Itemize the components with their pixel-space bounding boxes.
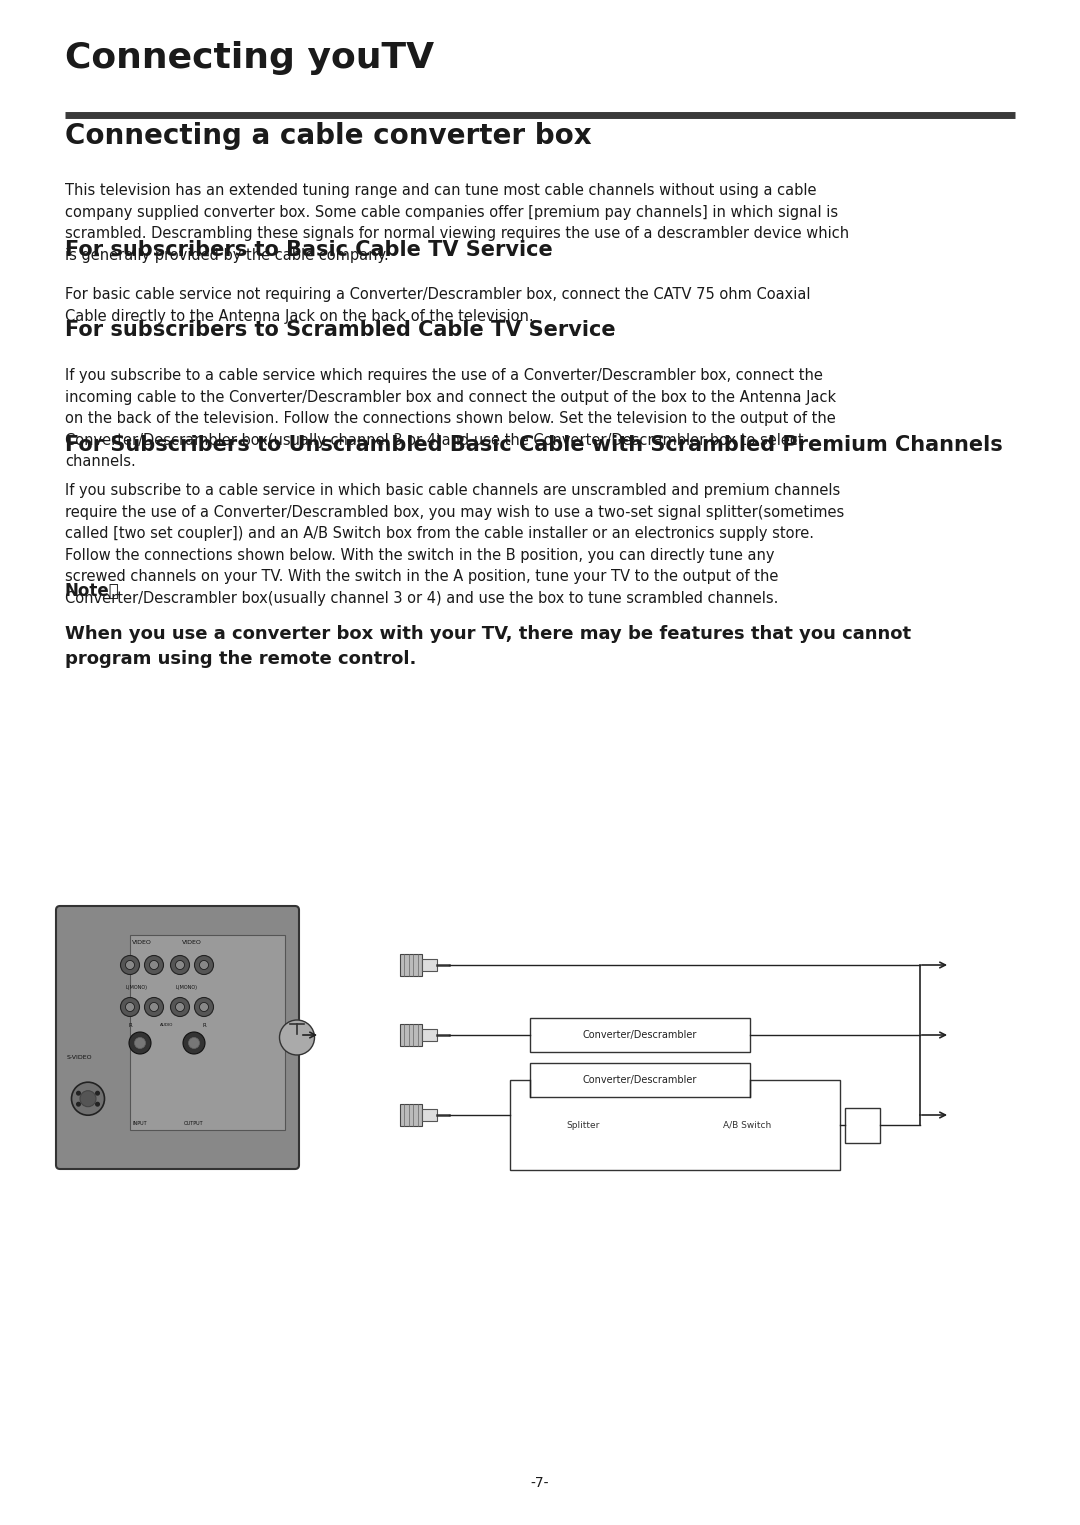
Text: A/B Switch: A/B Switch <box>724 1121 772 1130</box>
Text: VIDEO: VIDEO <box>132 939 152 946</box>
Circle shape <box>175 961 185 970</box>
Text: For subscribers to Scrambled Cable TV Service: For subscribers to Scrambled Cable TV Se… <box>65 320 616 340</box>
Text: L(MONO): L(MONO) <box>176 985 198 990</box>
Circle shape <box>194 997 214 1017</box>
Text: VIDEO: VIDEO <box>183 939 202 946</box>
Circle shape <box>183 1032 205 1054</box>
Text: Note：: Note： <box>65 583 120 599</box>
Text: -7-: -7- <box>530 1476 550 1490</box>
Text: If you subscribe to a cable service which requires the use of a Converter/Descra: If you subscribe to a cable service whic… <box>65 368 836 470</box>
Circle shape <box>145 956 163 974</box>
Bar <box>530 1063 750 1096</box>
Circle shape <box>194 956 214 974</box>
Text: R: R <box>129 1023 132 1028</box>
Circle shape <box>175 1002 185 1011</box>
Text: L(MONO): L(MONO) <box>126 985 148 990</box>
Text: Converter/Descrambler: Converter/Descrambler <box>583 1029 698 1040</box>
Bar <box>530 1019 750 1052</box>
Text: AUDIO: AUDIO <box>160 1023 174 1026</box>
Bar <box>422 1029 437 1042</box>
Circle shape <box>189 1037 200 1049</box>
Circle shape <box>121 956 139 974</box>
Bar <box>400 1104 422 1125</box>
Circle shape <box>149 961 159 970</box>
Circle shape <box>125 961 135 970</box>
Circle shape <box>200 1002 208 1011</box>
Circle shape <box>71 1083 105 1115</box>
Circle shape <box>280 1020 314 1055</box>
Circle shape <box>145 997 163 1017</box>
Circle shape <box>200 961 208 970</box>
Bar <box>400 1023 422 1046</box>
Bar <box>845 1107 880 1142</box>
Circle shape <box>171 997 189 1017</box>
Circle shape <box>77 1103 80 1106</box>
Circle shape <box>77 1092 80 1095</box>
Text: Splitter: Splitter <box>566 1121 599 1130</box>
Circle shape <box>80 1090 96 1107</box>
Text: For basic cable service not requiring a Converter/Descrambler box, connect the C: For basic cable service not requiring a … <box>65 287 810 323</box>
Circle shape <box>149 1002 159 1011</box>
Text: This television has an extended tuning range and can tune most cable channels wi: This television has an extended tuning r… <box>65 183 849 262</box>
Bar <box>510 1080 840 1170</box>
Text: R: R <box>202 1023 206 1028</box>
Bar <box>422 1109 437 1121</box>
Circle shape <box>96 1092 99 1095</box>
Circle shape <box>135 1037 146 1049</box>
FancyBboxPatch shape <box>56 906 299 1170</box>
Text: Connecting a cable converter box: Connecting a cable converter box <box>65 122 592 149</box>
Text: Converter/Descrambler: Converter/Descrambler <box>583 1075 698 1084</box>
Bar <box>130 935 285 1130</box>
Text: OUTPUT: OUTPUT <box>185 1121 204 1125</box>
Bar <box>400 955 422 976</box>
Text: Connecting youTV: Connecting youTV <box>65 41 434 75</box>
Text: If you subscribe to a cable service in which basic cable channels are unscramble: If you subscribe to a cable service in w… <box>65 483 845 605</box>
Circle shape <box>125 1002 135 1011</box>
Text: INPUT: INPUT <box>133 1121 147 1125</box>
Text: When you use a converter box with your TV, there may be features that you cannot: When you use a converter box with your T… <box>65 625 912 668</box>
Text: S-VIDEO: S-VIDEO <box>67 1055 93 1060</box>
Circle shape <box>96 1103 99 1106</box>
Bar <box>422 959 437 971</box>
Circle shape <box>121 997 139 1017</box>
Circle shape <box>171 956 189 974</box>
Text: For subscribers to Basic Cable TV Service: For subscribers to Basic Cable TV Servic… <box>65 239 553 259</box>
Text: For Subscribers to Unscrambled Basic Cable with Scrambled Premium Channels: For Subscribers to Unscrambled Basic Cab… <box>65 435 1002 454</box>
Circle shape <box>129 1032 151 1054</box>
